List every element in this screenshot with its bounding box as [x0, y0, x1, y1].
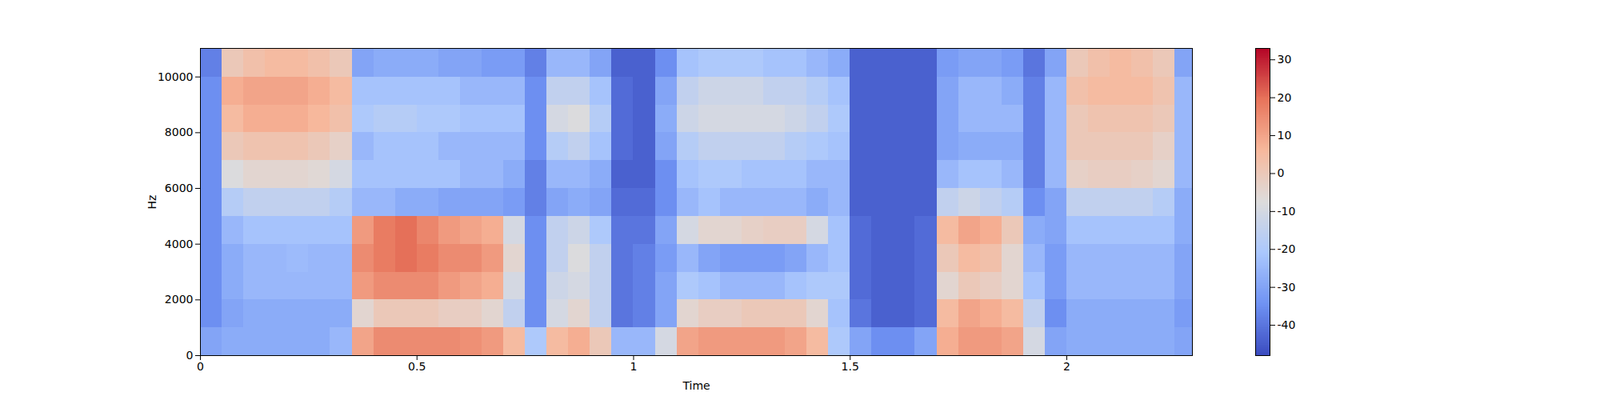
svg-text:6000: 6000: [164, 181, 194, 195]
svg-text:2: 2: [1063, 360, 1071, 373]
svg-text:4000: 4000: [164, 237, 194, 251]
svg-text:20: 20: [1277, 91, 1292, 104]
svg-text:1.5: 1.5: [841, 360, 860, 373]
svg-text:8000: 8000: [164, 125, 194, 139]
svg-text:0.5: 0.5: [408, 360, 426, 373]
svg-text:-30: -30: [1277, 280, 1296, 294]
svg-text:-10: -10: [1277, 204, 1296, 218]
svg-text:0: 0: [1277, 166, 1285, 180]
svg-text:0: 0: [186, 348, 194, 362]
svg-text:30: 30: [1277, 52, 1292, 66]
svg-text:1: 1: [630, 360, 638, 373]
svg-text:0: 0: [196, 360, 204, 373]
svg-text:-20: -20: [1277, 242, 1296, 256]
svg-text:Time: Time: [681, 379, 710, 392]
svg-text:2000: 2000: [164, 292, 194, 306]
svg-text:10000: 10000: [157, 70, 194, 84]
svg-text:Hz: Hz: [145, 195, 159, 210]
svg-text:10: 10: [1277, 128, 1292, 142]
svg-text:-40: -40: [1277, 318, 1296, 332]
